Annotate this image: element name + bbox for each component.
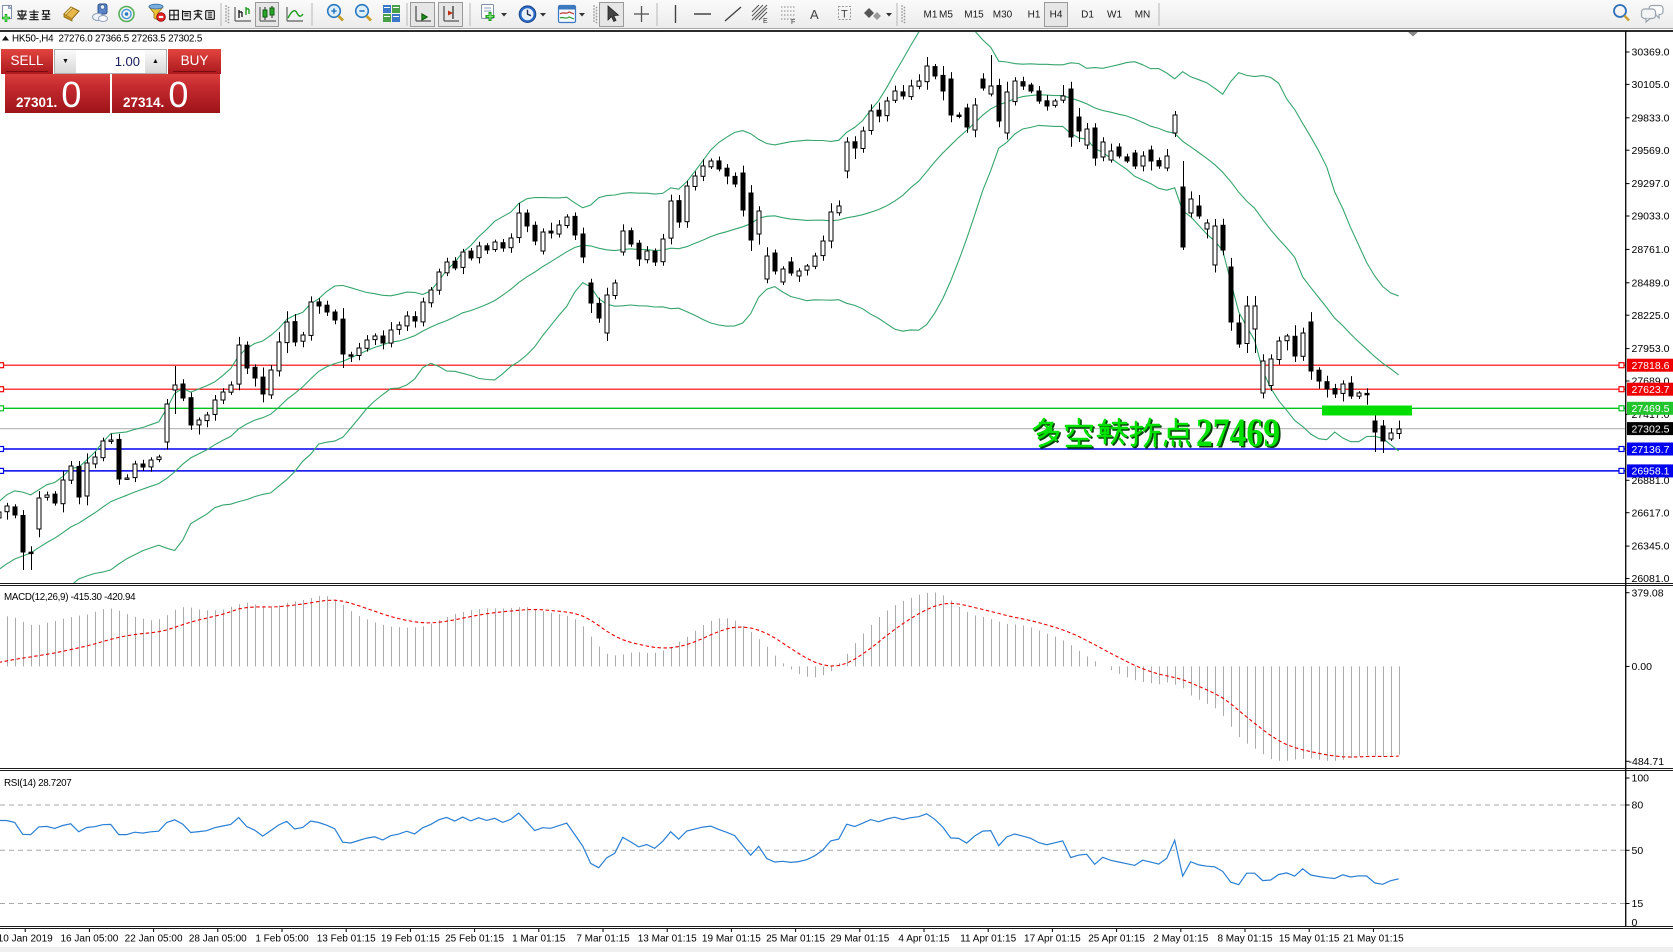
svg-text:26881.0: 26881.0 <box>1632 475 1670 487</box>
svg-text:0: 0 <box>1632 917 1638 929</box>
svg-text:26958.1: 26958.1 <box>1632 466 1670 478</box>
svg-text:19 Mar 01:15: 19 Mar 01:15 <box>702 934 761 945</box>
svg-text:15: 15 <box>1632 898 1644 910</box>
svg-text:29569.0: 29569.0 <box>1632 145 1670 157</box>
svg-text:28225.0: 28225.0 <box>1632 310 1670 322</box>
svg-text:27818.6: 27818.6 <box>1632 360 1670 372</box>
svg-text:16 Jan 05:00: 16 Jan 05:00 <box>60 934 118 945</box>
svg-text:T: T <box>841 9 848 21</box>
svg-text:26081.0: 26081.0 <box>1632 573 1670 585</box>
svg-text:RSI(14) 28.7207: RSI(14) 28.7207 <box>4 778 71 789</box>
svg-text:27469: 27469 <box>1198 412 1282 457</box>
svg-text:50: 50 <box>1632 845 1644 857</box>
svg-text:1 Feb 05:00: 1 Feb 05:00 <box>255 934 309 945</box>
svg-text:17 Apr 01:15: 17 Apr 01:15 <box>1024 934 1081 945</box>
svg-text:13 Mar 01:15: 13 Mar 01:15 <box>638 934 697 945</box>
svg-text:29833.0: 29833.0 <box>1632 112 1670 124</box>
svg-text:80: 80 <box>1632 800 1644 812</box>
svg-text:27953.0: 27953.0 <box>1632 343 1670 355</box>
svg-text:27302.5: 27302.5 <box>1632 423 1670 435</box>
svg-text:25 Mar 01:15: 25 Mar 01:15 <box>766 934 825 945</box>
svg-text:MN: MN <box>1135 10 1151 21</box>
svg-text:21 May 01:15: 21 May 01:15 <box>1343 934 1404 945</box>
svg-text:-484.71: -484.71 <box>1629 756 1665 768</box>
svg-text:D1: D1 <box>1081 10 1094 21</box>
svg-text:29297.0: 29297.0 <box>1632 178 1670 190</box>
svg-text:H4: H4 <box>1050 10 1063 21</box>
svg-text:29 Mar 01:15: 29 Mar 01:15 <box>830 934 889 945</box>
svg-text:H1: H1 <box>1028 10 1041 21</box>
svg-text:100: 100 <box>1632 773 1650 785</box>
svg-text:19 Feb 01:15: 19 Feb 01:15 <box>381 934 440 945</box>
svg-text:28761.0: 28761.0 <box>1632 244 1670 256</box>
svg-text:28489.0: 28489.0 <box>1632 277 1670 289</box>
svg-text:26617.0: 26617.0 <box>1632 507 1670 519</box>
svg-text:27469.5: 27469.5 <box>1632 403 1670 415</box>
svg-text:0.00: 0.00 <box>1632 661 1653 673</box>
svg-text:W1: W1 <box>1107 10 1122 21</box>
svg-text:M30: M30 <box>993 10 1013 21</box>
svg-text:10 Jan 2019: 10 Jan 2019 <box>0 934 53 945</box>
svg-text:15 May 01:15: 15 May 01:15 <box>1279 934 1340 945</box>
svg-text:4 Apr 01:15: 4 Apr 01:15 <box>898 934 950 945</box>
svg-text:MACD(12,26,9) -415.30 -420.94: MACD(12,26,9) -415.30 -420.94 <box>4 592 136 603</box>
svg-text:M15: M15 <box>964 10 984 21</box>
svg-text:27469: 27469 <box>1196 410 1280 455</box>
svg-text:A: A <box>810 7 819 22</box>
svg-text:11 Apr 01:15: 11 Apr 01:15 <box>960 934 1016 945</box>
svg-text:28 Jan 05:00: 28 Jan 05:00 <box>189 934 247 945</box>
svg-text:1 Mar 01:15: 1 Mar 01:15 <box>512 934 566 945</box>
svg-text:30369.0: 30369.0 <box>1632 47 1670 59</box>
svg-text:E: E <box>763 18 768 25</box>
svg-text:379.08: 379.08 <box>1632 587 1664 599</box>
svg-text:M5: M5 <box>939 10 953 21</box>
svg-text:8 May 01:15: 8 May 01:15 <box>1217 934 1272 945</box>
svg-text:7 Mar 01:15: 7 Mar 01:15 <box>576 934 630 945</box>
svg-text:26345.0: 26345.0 <box>1632 541 1670 553</box>
svg-text:22 Jan 05:00: 22 Jan 05:00 <box>125 934 183 945</box>
svg-text:27623.7: 27623.7 <box>1632 384 1670 396</box>
svg-text:25 Apr 01:15: 25 Apr 01:15 <box>1088 934 1145 945</box>
svg-text:29033.0: 29033.0 <box>1632 211 1670 223</box>
svg-text:M1: M1 <box>924 10 938 21</box>
svg-text:13 Feb 01:15: 13 Feb 01:15 <box>317 934 376 945</box>
svg-text:25 Feb 01:15: 25 Feb 01:15 <box>445 934 504 945</box>
svg-text:27136.7: 27136.7 <box>1632 444 1670 456</box>
svg-text:30105.0: 30105.0 <box>1632 79 1670 91</box>
svg-text:2 May 01:15: 2 May 01:15 <box>1153 934 1208 945</box>
svg-text:F: F <box>791 19 795 26</box>
svg-text:HK50-,H4 27276.0 27366.5 2726: HK50-,H4 27276.0 27366.5 27263.5 27302.5 <box>12 34 203 45</box>
